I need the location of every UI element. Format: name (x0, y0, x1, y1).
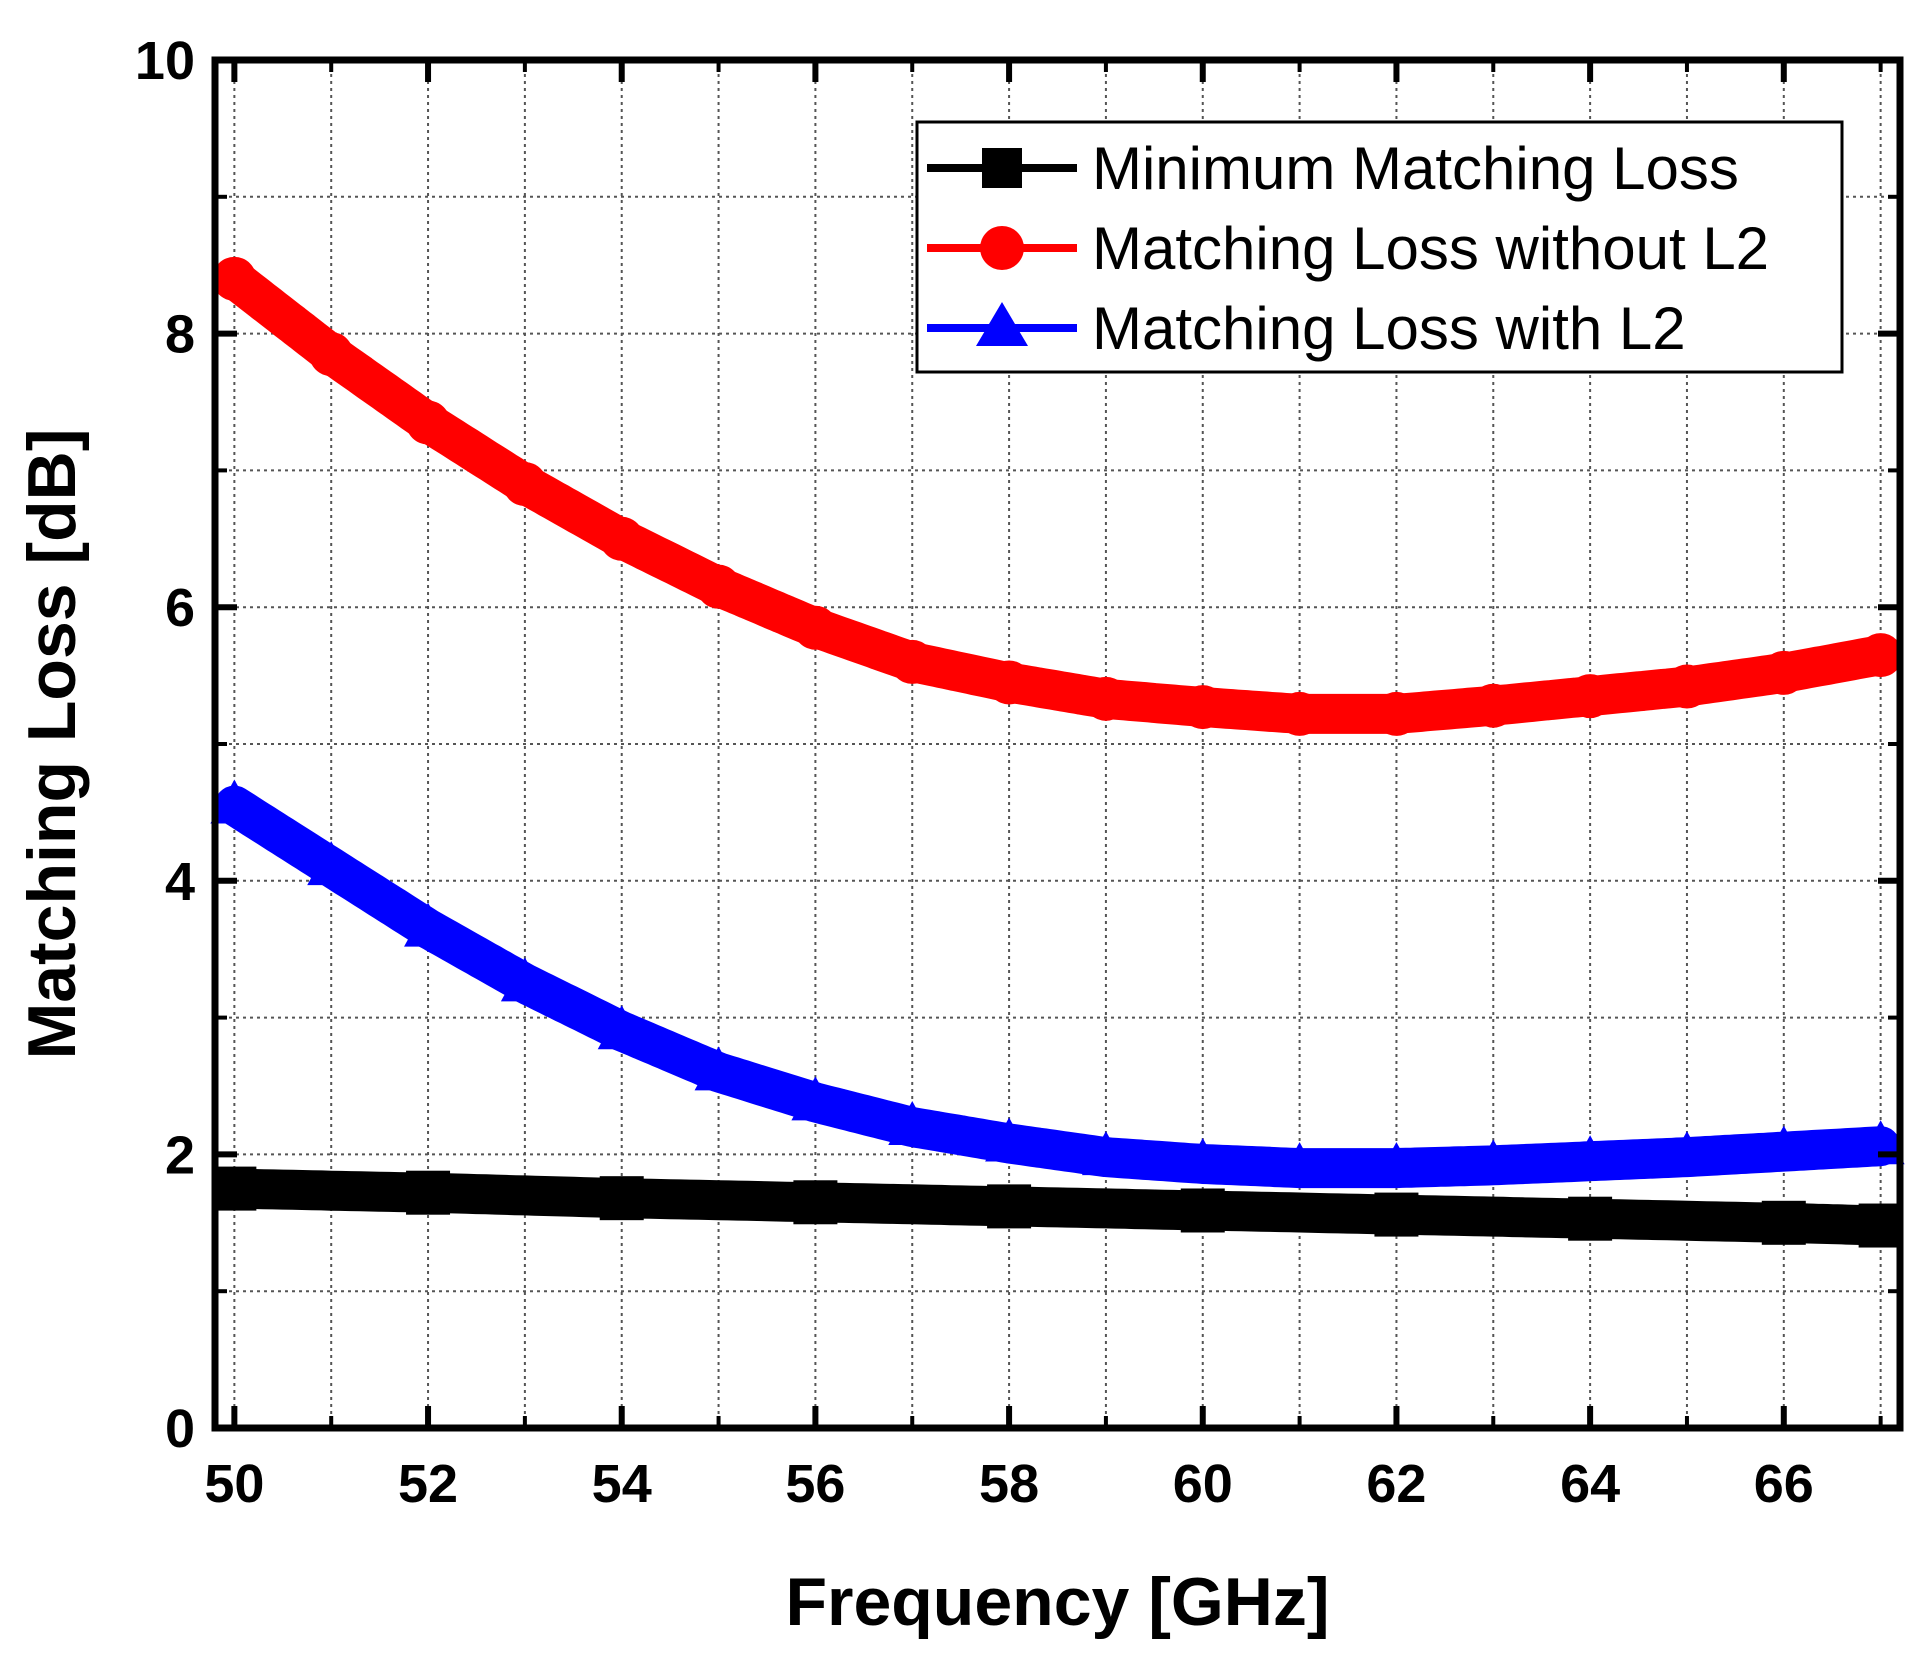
y-axis-title: Matching Loss [dB] (14, 429, 90, 1060)
data-point (404, 902, 453, 947)
series-line-1 (214, 1168, 1901, 1246)
data-point (987, 1184, 1032, 1229)
data-point (1178, 1137, 1227, 1182)
data-point (1372, 1142, 1421, 1187)
y-tick-label: 2 (165, 1125, 195, 1185)
data-point (1566, 1135, 1615, 1180)
data-point (888, 1101, 937, 1146)
series-layer (210, 256, 1905, 1248)
legend-marker (982, 148, 1022, 188)
data-point (1568, 674, 1613, 719)
data-point (793, 1180, 838, 1225)
series-2 (212, 256, 1903, 736)
y-tick-label: 4 (165, 852, 195, 912)
legend-label: Matching Loss with L2 (1092, 295, 1686, 362)
x-tick-label: 62 (1366, 1454, 1426, 1514)
series-line-3 (214, 785, 1901, 1189)
data-point (1180, 1188, 1225, 1233)
legend-marker (980, 226, 1024, 270)
data-point (502, 462, 547, 507)
data-point (1662, 1131, 1711, 1176)
data-point (212, 256, 257, 301)
data-point (1858, 1203, 1903, 1248)
legend-item-2: Matching Loss without L2 (927, 215, 1769, 282)
data-point (599, 516, 644, 561)
data-point (1471, 683, 1516, 728)
legend-marker (976, 302, 1028, 346)
y-tick-label: 0 (165, 1399, 195, 1459)
data-point (500, 957, 549, 1002)
y-tick-label: 10 (135, 31, 195, 91)
data-point (1277, 691, 1322, 736)
data-point (987, 660, 1032, 705)
data-point (694, 1046, 743, 1091)
data-point (1568, 1196, 1613, 1241)
x-tick-label: 64 (1560, 1454, 1620, 1514)
data-point (406, 1170, 451, 1215)
x-axis-title: Frequency [GHz] (785, 1564, 1329, 1640)
data-point (1374, 1192, 1419, 1237)
data-point (212, 1166, 257, 1211)
x-tick-label: 58 (979, 1454, 1039, 1514)
x-tick-label: 60 (1173, 1454, 1233, 1514)
data-point (985, 1117, 1034, 1162)
legend-label: Matching Loss without L2 (1092, 215, 1769, 282)
x-tick-label: 52 (398, 1454, 458, 1514)
x-tick-label: 56 (785, 1454, 845, 1514)
legend: Minimum Matching Loss Matching Loss witho… (915, 120, 1844, 374)
data-point (309, 332, 354, 377)
data-point (597, 1005, 646, 1050)
data-point (696, 564, 741, 609)
legend-item-3: Matching Loss with L2 (927, 295, 1686, 362)
y-tick-label: 6 (165, 578, 195, 638)
data-point (1374, 691, 1419, 736)
data-point (1759, 1125, 1808, 1170)
data-point (307, 841, 356, 886)
data-point (1275, 1142, 1324, 1187)
data-point (1081, 1131, 1130, 1176)
ticks: 50 52 54 56 58 60 62 64 66 0 2 4 6 8 10 (135, 31, 1900, 1514)
series-3 (210, 779, 1905, 1189)
data-point (791, 1076, 840, 1121)
x-tick-label: 54 (592, 1454, 652, 1514)
data-point (1083, 676, 1128, 721)
data-point (599, 1176, 644, 1221)
x-tick-label: 66 (1754, 1454, 1814, 1514)
data-point (1469, 1139, 1518, 1184)
data-point (406, 400, 451, 445)
data-point (793, 605, 838, 650)
data-point (1761, 1200, 1806, 1245)
legend-item-1: Minimum Matching Loss (927, 135, 1739, 202)
legend-label: Minimum Matching Loss (1092, 135, 1739, 202)
data-point (890, 639, 935, 684)
y-tick-label: 8 (165, 305, 195, 365)
data-point (1761, 650, 1806, 695)
data-point (1664, 664, 1709, 709)
x-tick-label: 50 (204, 1454, 264, 1514)
series-1 (212, 1166, 1903, 1248)
data-point (1180, 685, 1225, 730)
data-point (210, 779, 259, 824)
data-point (1858, 633, 1903, 678)
